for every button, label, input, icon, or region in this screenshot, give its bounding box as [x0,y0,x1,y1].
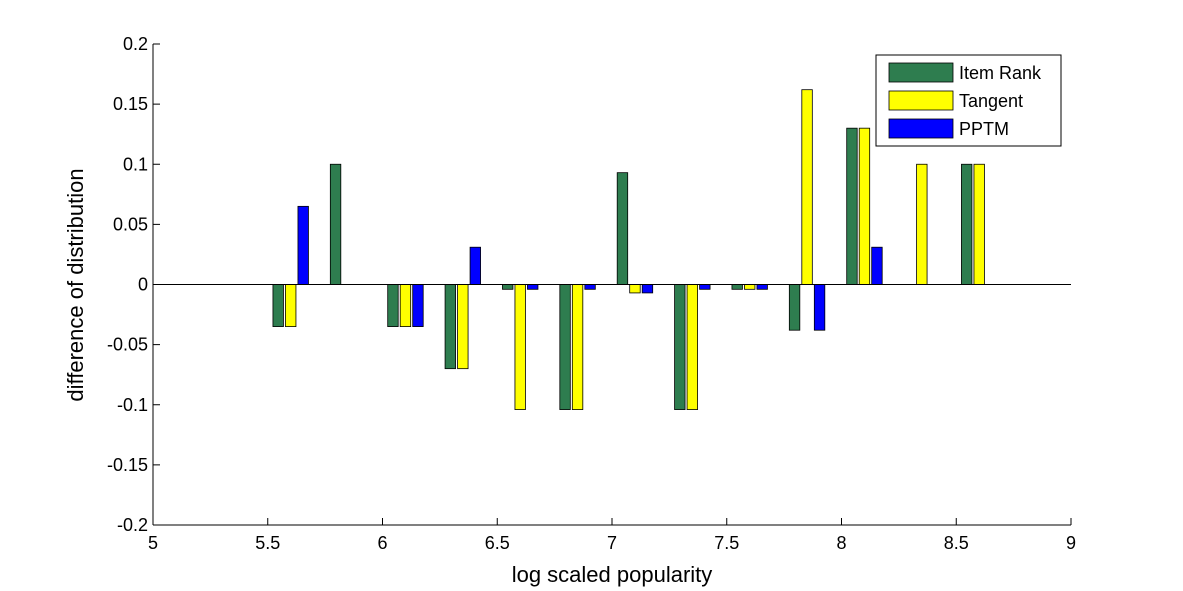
bar-tangent [629,284,641,294]
y-axis-label: difference of distribution [63,168,88,401]
bar-pptm [813,284,826,331]
x-axis-label: log scaled popularity [512,562,713,587]
bar-tangent [744,284,756,290]
bar-item-rank [387,284,399,327]
x-tick-label: 6.5 [485,533,510,553]
x-tick-label: 5 [148,533,158,553]
bar-pptm [527,284,539,290]
bar-item-rank [674,284,686,410]
x-tick-label: 7 [607,533,617,553]
bar-item-rank [444,284,456,370]
bar-item-rank [846,127,858,285]
x-tick-label: 9 [1066,533,1076,553]
y-tick-label: 0.1 [123,154,148,174]
x-tick-label: 6 [377,533,387,553]
bar-pptm [871,246,883,285]
bar-tangent [973,163,985,285]
bar-tangent [285,284,297,327]
bar-pptm [469,246,481,285]
y-tick-label: -0.1 [117,395,148,415]
bar-tangent [916,163,928,285]
y-tick-label: 0.2 [123,34,148,54]
x-tick-label: 8 [836,533,846,553]
bar-pptm [412,284,424,327]
bar-item-rank [502,284,514,290]
bar-pptm [584,284,596,290]
bar-item-rank [329,163,342,285]
x-tick-label: 8.5 [944,533,969,553]
bar-tangent [514,284,526,410]
bar-tangent [686,284,698,410]
legend-label: Item Rank [959,63,1042,83]
legend-swatch [888,118,954,139]
y-tick-label: -0.2 [117,515,148,535]
bar-item-rank [788,284,801,331]
x-tick-label: 7.5 [714,533,739,553]
bar-tangent [399,284,412,327]
y-tick-label: 0 [138,275,148,295]
legend-label: Tangent [959,91,1023,111]
bar-item-rank [731,284,743,290]
y-tick-label: 0.05 [113,214,148,234]
bar-pptm [641,284,654,294]
bar-tangent [457,284,469,370]
bar-pptm [756,284,768,290]
bar-pptm [699,284,711,290]
bar-tangent [571,284,584,410]
legend-swatch [888,90,954,111]
legend-label: PPTM [959,119,1009,139]
ticks: 5 5.5 6 6.5 7 7.5 8 8.5 9 -0.2 -0.15 -0.1 -0.05 0 0.05… [107,34,1076,553]
legend-swatch [888,62,954,83]
y-tick-label: 0.15 [113,94,148,114]
bar-pptm [297,205,309,285]
bar-item-rank [272,284,284,327]
bar-item-rank [559,284,571,410]
legend: Item Rank Tangent PPTM [875,54,1062,147]
bar-item-rank [961,163,973,285]
bar-tangent [801,89,813,285]
x-tick-label: 5.5 [255,533,280,553]
y-tick-label: -0.15 [107,455,148,475]
y-tick-label: -0.05 [107,335,148,355]
bar-tangent [858,127,871,285]
bar-item-rank [616,172,629,285]
